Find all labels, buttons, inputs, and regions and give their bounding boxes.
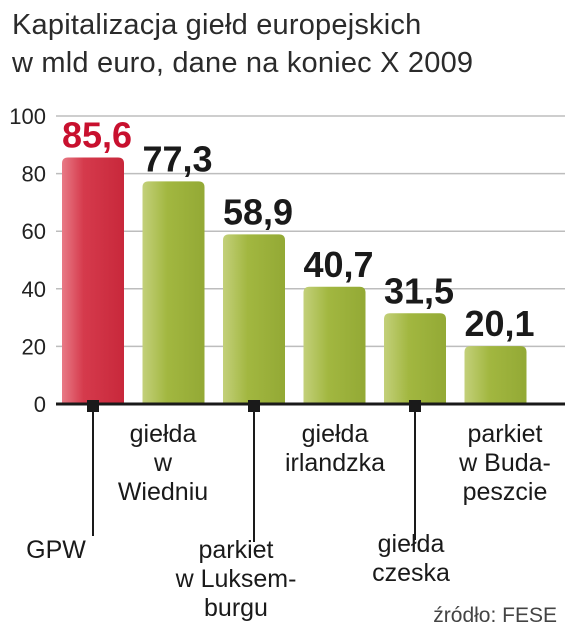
leader-marker-2 <box>248 400 260 412</box>
y-tick-label-100: 100 <box>9 104 46 129</box>
value-label-3: 40,7 <box>303 244 373 285</box>
y-tick-label-0: 0 <box>34 392 46 417</box>
category-label-0-line-0: GPW <box>26 536 86 564</box>
value-label-1: 77,3 <box>142 138 212 179</box>
category-label-1: giełda w Wiedniu <box>118 420 208 506</box>
y-tick-label-80: 80 <box>22 162 46 187</box>
bar-2 <box>223 234 285 404</box>
bar-5 <box>464 346 527 404</box>
chart-title-line-2: w mld euro, dane na koniec X 2009 <box>12 47 474 79</box>
leader-marker-0 <box>87 400 99 412</box>
value-label-0: 85,6 <box>62 114 132 155</box>
category-label-4-line-1: czeska <box>372 559 450 587</box>
category-label-4-line-0: giełda <box>378 530 445 558</box>
chart-title: Kapitalizacja giełd europejskich w mld e… <box>12 6 562 82</box>
category-label-5: parkiet w Buda-peszcie <box>458 420 551 506</box>
bars <box>62 157 527 404</box>
value-labels: 85,677,3 58,940,7 31,520,1 <box>62 114 535 344</box>
category-label-3-line-1: irlandzka <box>285 449 385 477</box>
y-tick-label-20: 20 <box>22 334 46 359</box>
category-label-4: giełda czeska <box>372 530 450 587</box>
bar-3 <box>303 286 366 404</box>
chart-title-line-1: Kapitalizacja giełd europejskich <box>12 9 422 41</box>
y-tick-label-60: 60 <box>22 219 46 244</box>
category-label-3-line-0: giełda <box>302 420 369 448</box>
category-label-5-line-2: peszcie <box>463 478 548 506</box>
leader-marker-4 <box>409 400 421 412</box>
bar-1 <box>142 181 205 404</box>
value-label-4: 31,5 <box>384 270 454 311</box>
category-label-5-line-0: parkiet <box>467 420 542 448</box>
category-label-2-line-1: w Luksem- <box>175 565 297 593</box>
category-label-2-line-2: burgu <box>204 594 268 622</box>
source-note: źródło: FESE <box>433 604 557 627</box>
category-label-1-line-1: w <box>153 449 173 477</box>
category-label-2: parkiet w Luksem-burgu <box>175 536 297 622</box>
category-label-5-line-1: w Buda- <box>458 449 551 477</box>
value-label-5: 20,1 <box>464 303 534 344</box>
category-label-1-line-0: giełda <box>130 420 197 448</box>
category-label-0: GPW <box>26 536 86 564</box>
category-label-1-line-2: Wiedniu <box>118 478 208 506</box>
y-axis: 0 20 40 60 80 100 <box>9 104 46 417</box>
y-tick-label-40: 40 <box>22 277 46 302</box>
bar-0 <box>62 157 124 404</box>
bar-4 <box>384 313 446 404</box>
category-label-2-line-0: parkiet <box>198 536 273 564</box>
category-label-3: giełda irlandzka <box>285 420 385 477</box>
value-label-2: 58,9 <box>223 191 293 232</box>
x-axis <box>56 400 565 542</box>
